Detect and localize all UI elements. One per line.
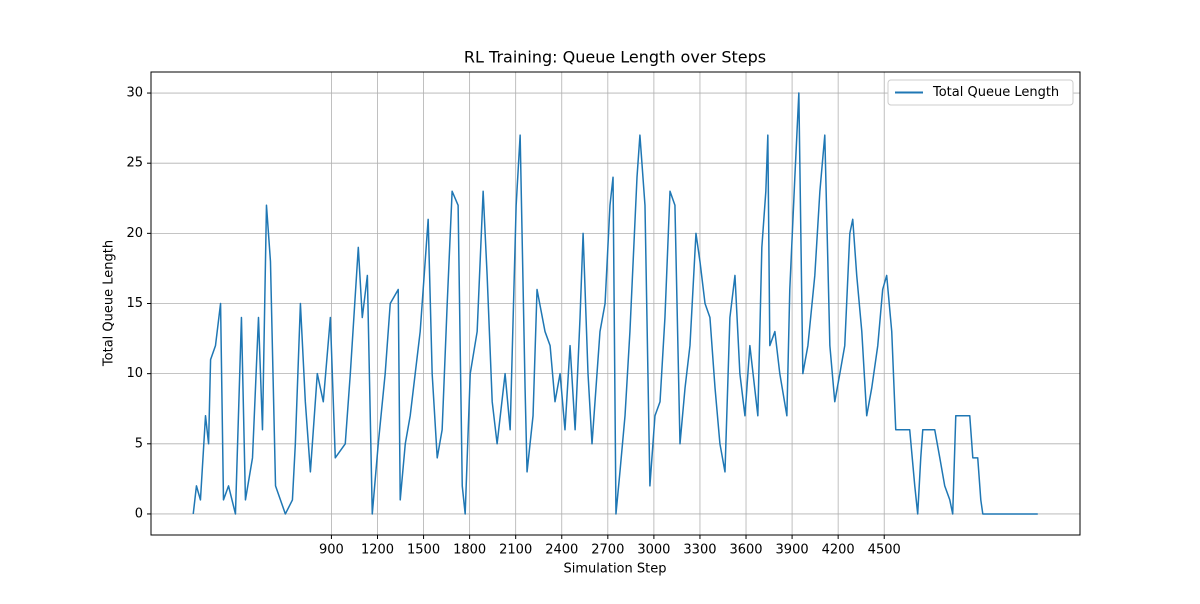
y-tick-label: 5 bbox=[135, 436, 143, 451]
y-tick-label: 0 bbox=[135, 506, 143, 521]
y-tick-label: 15 bbox=[126, 296, 143, 311]
x-tick-label: 2400 bbox=[545, 543, 578, 558]
line-series bbox=[192, 92, 1038, 515]
y-tick-label: 25 bbox=[126, 156, 143, 171]
y-tick-label: 20 bbox=[126, 226, 143, 241]
x-tick-label: 3600 bbox=[729, 543, 762, 558]
legend-label: Total Queue Length bbox=[932, 85, 1059, 100]
chart-title: RL Training: Queue Length over Steps bbox=[464, 48, 766, 67]
x-axis-label: Simulation Step bbox=[564, 562, 667, 577]
y-axis-label: Total Queue Length bbox=[102, 240, 117, 367]
x-tick-label: 900 bbox=[319, 543, 344, 558]
x-tick-label: 2700 bbox=[591, 543, 624, 558]
x-tick-label: 3000 bbox=[637, 543, 670, 558]
plot-frame bbox=[150, 71, 1081, 536]
y-tick-label: 10 bbox=[126, 366, 143, 381]
x-tick-label: 1800 bbox=[453, 543, 486, 558]
x-tick-label: 1500 bbox=[407, 543, 440, 558]
legend: Total Queue Length bbox=[887, 79, 1074, 106]
legend-box bbox=[887, 79, 1074, 106]
x-tick-label: 4500 bbox=[868, 543, 901, 558]
x-tick-label: 2100 bbox=[499, 543, 532, 558]
x-tick-label: 3300 bbox=[683, 543, 716, 558]
y-tick-label: 30 bbox=[126, 86, 143, 101]
x-tick-label: 4200 bbox=[822, 543, 855, 558]
x-tick-label: 3900 bbox=[776, 543, 809, 558]
x-tick-label: 1200 bbox=[361, 543, 394, 558]
